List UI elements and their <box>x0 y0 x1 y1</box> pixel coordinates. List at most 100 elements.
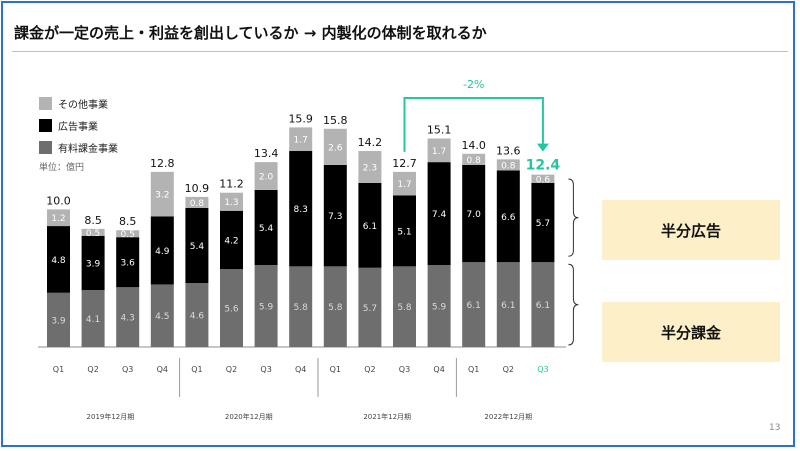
data-label-paid: 3.9 <box>51 316 66 326</box>
bar-segment-paid <box>496 262 520 347</box>
data-label-other: 1.7 <box>294 136 308 146</box>
bar-segment-paid <box>531 262 555 347</box>
data-label-other: 3.2 <box>155 191 169 201</box>
x-tick-label: Q4 <box>157 365 168 374</box>
data-label-ads: 5.4 <box>259 224 274 234</box>
x-tick-label: Q4 <box>433 365 444 374</box>
bar-total-label: 15.9 <box>288 112 313 125</box>
bar-total-label: 15.8 <box>323 114 348 127</box>
change-annotation-line <box>403 97 544 152</box>
data-label-ads: 3.6 <box>121 259 136 269</box>
callout-ads-half: 半分広告 <box>602 200 780 260</box>
x-tick-label: Q1 <box>468 365 479 374</box>
bar-segment-paid <box>358 267 382 347</box>
data-label-ads: 4.2 <box>224 236 238 246</box>
bar-segment-other <box>185 196 209 208</box>
bar-segment-ads <box>81 235 105 291</box>
bar-segment-ads <box>185 208 209 284</box>
page-number: 13 <box>769 423 781 433</box>
legend-item-other: その他事業 <box>39 92 118 114</box>
data-label-other: 2.0 <box>259 173 274 183</box>
bar-segment-ads <box>323 164 347 267</box>
bar-segment-paid <box>254 264 278 347</box>
data-label-ads: 5.7 <box>536 219 550 229</box>
legend-swatch-paid <box>39 140 52 154</box>
bar-total-label: 12.7 <box>392 157 417 170</box>
data-label-other: 2.6 <box>328 143 343 153</box>
bar-total-label: 13.6 <box>496 144 521 157</box>
fiscal-year-label: 2022年12月期 <box>484 412 532 421</box>
data-label-paid: 6.1 <box>501 301 515 311</box>
data-label-paid: 4.3 <box>121 314 135 324</box>
data-label-ads: 4.8 <box>51 256 66 266</box>
bar-total-label: 8.5 <box>84 214 102 227</box>
bar-segment-other <box>254 162 278 190</box>
data-label-paid: 5.7 <box>363 304 377 314</box>
chart-legend: その他事業 広告事業 有料課金事業 <box>39 92 118 158</box>
bar-segment-ads <box>358 182 382 268</box>
bar-total-label: 14.2 <box>358 136 383 149</box>
bar-total-label: 14.0 <box>461 139 486 152</box>
bar-segment-other <box>47 209 70 227</box>
data-label-ads: 7.0 <box>467 210 482 220</box>
fiscal-year-label: 2020年12月期 <box>225 412 273 421</box>
bar-segment-paid <box>393 266 416 347</box>
bar-segment-paid <box>81 290 105 347</box>
fiscal-year-label: 2019年12月期 <box>87 412 135 421</box>
x-tick-label: Q2 <box>226 365 237 374</box>
change-annotation-label: -2% <box>463 78 484 91</box>
data-label-paid: 4.1 <box>86 315 100 325</box>
legend-item-paid: 有料課金事業 <box>39 136 118 158</box>
data-label-ads: 7.4 <box>432 210 447 220</box>
bar-total-label: 8.5 <box>119 215 137 228</box>
data-label-other: 1.7 <box>432 147 446 157</box>
legend-swatch-other <box>39 96 52 110</box>
fiscal-year-label: 2021年12月期 <box>363 412 411 421</box>
data-label-other: 1.3 <box>224 198 238 208</box>
data-label-paid: 5.9 <box>432 302 447 312</box>
bar-segment-paid <box>47 292 70 347</box>
bar-segment-other <box>393 171 416 196</box>
data-label-other: 0.8 <box>467 156 482 166</box>
legend-swatch-ads <box>39 118 52 132</box>
x-tick-label: Q1 <box>191 365 202 374</box>
bar-total-label: 12.8 <box>150 157 175 170</box>
data-label-paid: 5.9 <box>259 302 274 312</box>
bar-segment-paid <box>462 262 486 347</box>
data-label-ads: 4.9 <box>155 247 170 257</box>
bar-segment-ads <box>462 164 486 263</box>
bar-segment-paid <box>116 287 140 347</box>
bar-segment-paid <box>289 266 313 347</box>
bar-segment-other <box>116 230 140 238</box>
bar-segment-other <box>358 151 382 183</box>
bar-segment-ads <box>496 170 520 263</box>
unit-label: 単位：億円 <box>39 163 85 173</box>
x-tick-label: Q3 <box>260 365 271 374</box>
data-label-ads: 3.9 <box>86 259 101 269</box>
data-label-other: 2.3 <box>363 163 377 173</box>
legend-label-paid: 有料課金事業 <box>58 143 118 155</box>
legend-label-ads: 広告事業 <box>58 121 98 133</box>
data-label-other: 0.6 <box>536 175 551 185</box>
bar-segment-other <box>323 128 347 165</box>
data-label-paid: 5.6 <box>224 305 239 315</box>
legend-item-ads: 広告事業 <box>39 114 118 136</box>
data-label-other: 0.8 <box>190 199 205 209</box>
x-tick-label: Q3 <box>122 365 133 374</box>
bar-segment-other <box>496 159 520 171</box>
data-label-ads: 6.6 <box>501 213 516 223</box>
bar-segment-ads <box>393 195 416 267</box>
bar-segment-ads <box>150 216 174 285</box>
bar-segment-ads <box>254 189 278 265</box>
data-label-other: 0.5 <box>121 230 135 240</box>
bar-segment-ads <box>427 162 451 265</box>
data-label-other: 0.8 <box>501 161 516 171</box>
data-label-other: 1.2 <box>51 214 65 224</box>
x-tick-label: Q2 <box>87 365 98 374</box>
brace-ads <box>568 178 579 257</box>
bar-total-label: 12.4 <box>526 158 561 174</box>
x-tick-label: Q3 <box>399 365 410 374</box>
bar-segment-other <box>220 192 243 211</box>
bar-total-label: 11.2 <box>219 178 244 191</box>
